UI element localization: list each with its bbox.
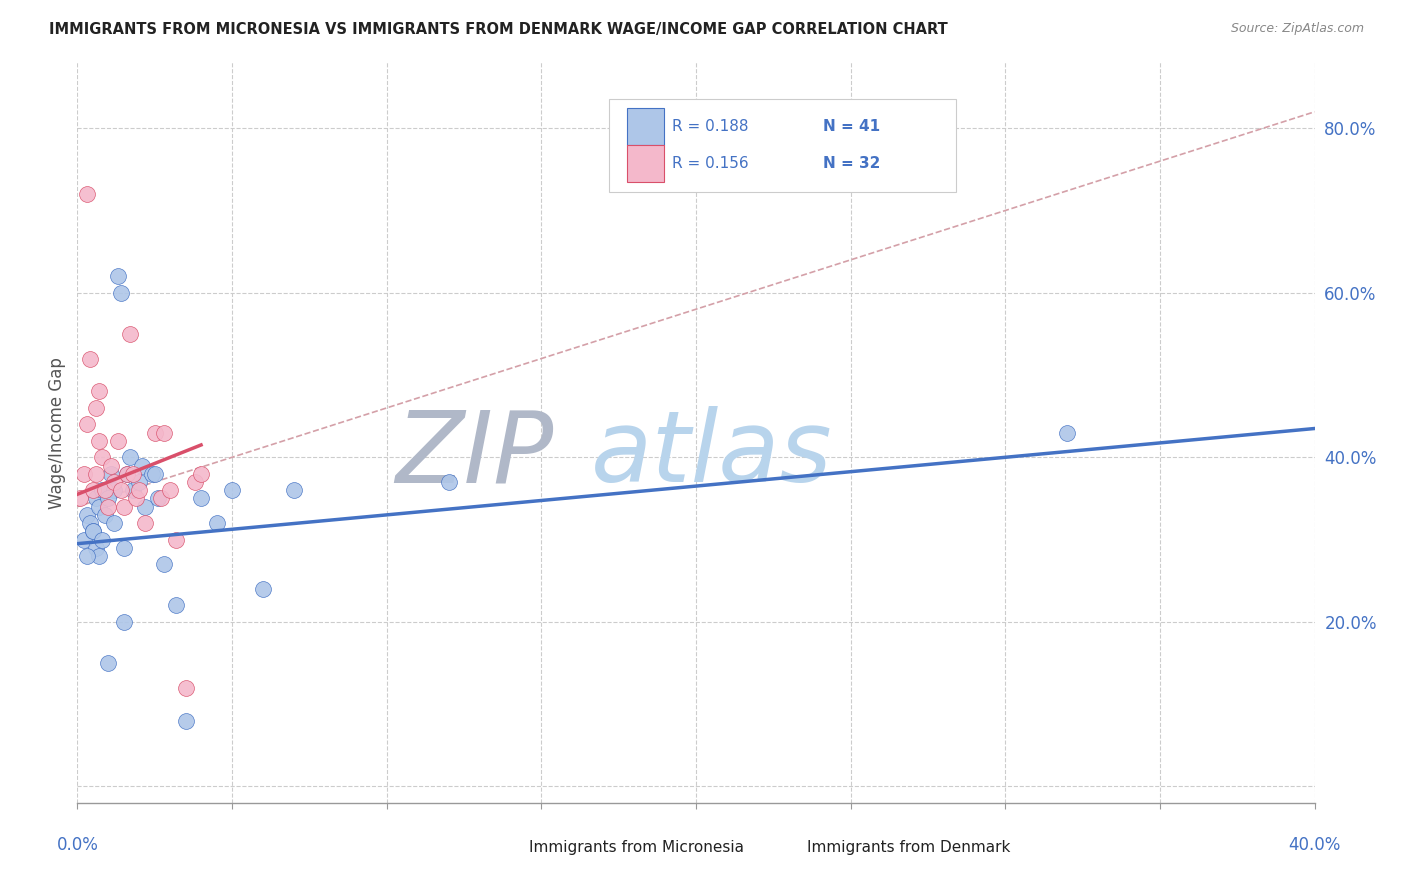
Point — [134, 500, 156, 514]
Point — [76, 508, 98, 522]
Point — [205, 516, 228, 530]
Point — [1056, 425, 1078, 440]
Point — [84, 401, 107, 415]
Point — [118, 326, 141, 341]
Text: ZIP: ZIP — [395, 407, 554, 503]
Point — [131, 458, 153, 473]
Point — [115, 467, 138, 481]
Point — [122, 467, 145, 481]
Point — [174, 714, 197, 728]
Point — [190, 467, 212, 481]
Y-axis label: Wage/Income Gap: Wage/Income Gap — [48, 357, 66, 508]
Point — [283, 483, 305, 498]
Point — [165, 533, 187, 547]
Point — [103, 483, 125, 498]
Point — [72, 467, 94, 481]
Point — [112, 541, 135, 555]
Point — [76, 549, 98, 563]
Point — [79, 516, 101, 530]
Point — [143, 425, 166, 440]
Point — [87, 549, 110, 563]
Point — [79, 351, 101, 366]
Point — [100, 458, 122, 473]
Point — [153, 558, 176, 572]
Point — [159, 483, 181, 498]
Point — [69, 491, 91, 506]
Point — [149, 491, 172, 506]
Text: Immigrants from Denmark: Immigrants from Denmark — [807, 839, 1011, 855]
Point — [112, 500, 135, 514]
Text: R = 0.156: R = 0.156 — [672, 156, 749, 171]
Text: 0.0%: 0.0% — [56, 836, 98, 854]
FancyBboxPatch shape — [775, 833, 803, 861]
Point — [76, 417, 98, 432]
Text: IMMIGRANTS FROM MICRONESIA VS IMMIGRANTS FROM DENMARK WAGE/INCOME GAP CORRELATIO: IMMIGRANTS FROM MICRONESIA VS IMMIGRANTS… — [49, 22, 948, 37]
FancyBboxPatch shape — [496, 833, 524, 861]
Point — [103, 475, 125, 489]
Point — [141, 467, 163, 481]
Point — [128, 475, 150, 489]
Point — [100, 467, 122, 481]
Point — [103, 516, 125, 530]
Point — [134, 516, 156, 530]
Point — [115, 467, 138, 481]
Point — [87, 434, 110, 448]
Point — [97, 491, 120, 506]
Point — [87, 500, 110, 514]
Point — [125, 491, 148, 506]
FancyBboxPatch shape — [627, 145, 664, 182]
Point — [82, 524, 104, 539]
Point — [143, 467, 166, 481]
Point — [128, 483, 150, 498]
Point — [107, 269, 129, 284]
Point — [107, 434, 129, 448]
Point — [118, 450, 141, 465]
Point — [110, 285, 132, 300]
Point — [91, 450, 114, 465]
Point — [84, 467, 107, 481]
Point — [437, 475, 460, 489]
Point — [94, 483, 117, 498]
Text: Source: ZipAtlas.com: Source: ZipAtlas.com — [1230, 22, 1364, 36]
Point — [97, 500, 120, 514]
Point — [82, 483, 104, 498]
Point — [84, 491, 107, 506]
FancyBboxPatch shape — [627, 108, 664, 145]
FancyBboxPatch shape — [609, 99, 956, 192]
Text: N = 32: N = 32 — [824, 156, 880, 171]
Point — [190, 491, 212, 506]
Point — [82, 524, 104, 539]
Text: 40.0%: 40.0% — [1288, 836, 1341, 854]
Point — [84, 541, 107, 555]
Text: R = 0.188: R = 0.188 — [672, 120, 749, 135]
Point — [122, 483, 145, 498]
Point — [91, 483, 114, 498]
Point — [221, 483, 243, 498]
Point — [174, 681, 197, 695]
Point — [91, 533, 114, 547]
Point — [165, 599, 187, 613]
Point — [94, 508, 117, 522]
Point — [184, 475, 207, 489]
Point — [112, 615, 135, 629]
Point — [153, 425, 176, 440]
Point — [97, 656, 120, 670]
Point — [72, 533, 94, 547]
Point — [252, 582, 274, 596]
Point — [76, 187, 98, 202]
Point — [110, 483, 132, 498]
Point — [87, 384, 110, 399]
Text: atlas: atlas — [591, 407, 832, 503]
Point — [146, 491, 169, 506]
Text: Immigrants from Micronesia: Immigrants from Micronesia — [529, 839, 744, 855]
Text: N = 41: N = 41 — [824, 120, 880, 135]
